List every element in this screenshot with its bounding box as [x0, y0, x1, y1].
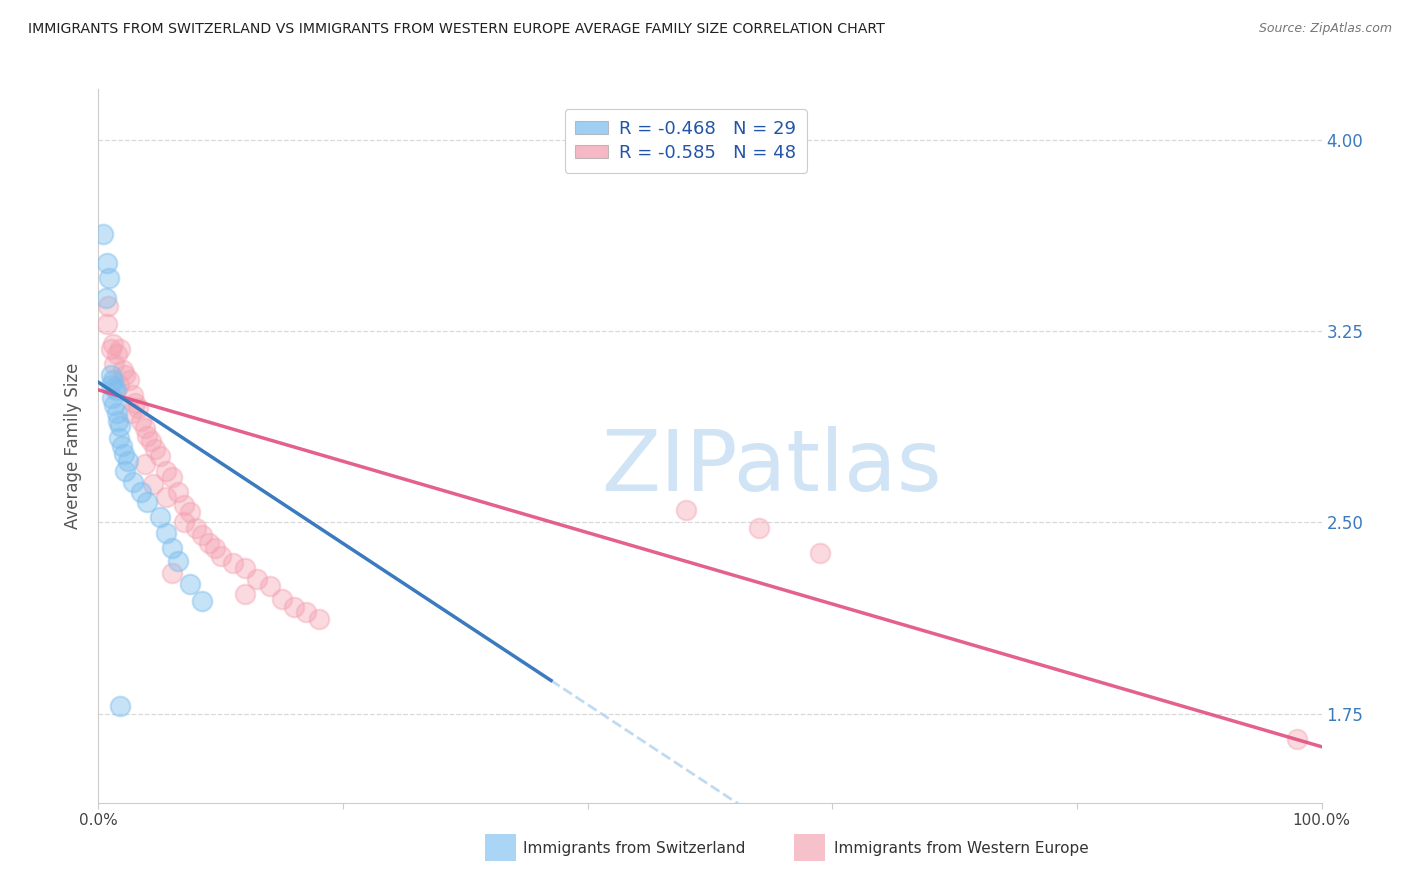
Point: [129, 413, 152, 427]
Point: [179, 505, 201, 519]
Point: [103, 380, 125, 394]
Point: [97, 299, 120, 313]
Point: [191, 594, 214, 608]
Point: [149, 510, 172, 524]
Point: [259, 579, 281, 593]
Point: [101, 337, 124, 351]
Point: [748, 520, 770, 534]
Point: [94, 291, 117, 305]
Point: [155, 465, 177, 479]
Point: [111, 439, 134, 453]
Point: [197, 536, 219, 550]
Point: [105, 406, 128, 420]
Point: [103, 358, 125, 372]
Point: [222, 556, 245, 570]
Point: [100, 342, 122, 356]
Point: [283, 599, 305, 614]
Point: [96, 255, 118, 269]
Point: [104, 383, 127, 397]
Y-axis label: Average Family Size: Average Family Size: [65, 363, 83, 529]
Point: [98, 270, 121, 285]
Point: [105, 347, 128, 361]
Text: Source: ZipAtlas.com: Source: ZipAtlas.com: [1258, 22, 1392, 36]
Point: [121, 475, 143, 489]
Text: IMMIGRANTS FROM SWITZERLAND VS IMMIGRANTS FROM WESTERN EUROPE AVERAGE FAMILY SIZ: IMMIGRANTS FROM SWITZERLAND VS IMMIGRANT…: [28, 22, 884, 37]
Point: [110, 418, 132, 433]
Point: [91, 227, 114, 242]
Point: [134, 421, 156, 435]
Point: [167, 554, 190, 568]
Point: [124, 395, 146, 409]
Point: [209, 549, 232, 563]
Point: [233, 587, 256, 601]
Point: [167, 484, 190, 499]
Point: [1286, 732, 1309, 747]
Point: [108, 377, 131, 392]
Point: [134, 457, 156, 471]
Point: [160, 469, 183, 483]
Point: [179, 576, 201, 591]
Point: [308, 612, 330, 626]
Text: Immigrants from Western Europe: Immigrants from Western Europe: [834, 841, 1088, 855]
Point: [107, 413, 129, 427]
Point: [155, 490, 177, 504]
Point: [233, 561, 256, 575]
Point: [110, 342, 132, 356]
Point: [295, 605, 318, 619]
Point: [186, 520, 208, 534]
Point: [96, 317, 118, 331]
Point: [101, 373, 124, 387]
Point: [160, 566, 183, 581]
Point: [111, 362, 134, 376]
Point: [173, 516, 195, 530]
Point: [127, 401, 149, 415]
Point: [136, 495, 159, 509]
Point: [118, 373, 141, 387]
Point: [103, 398, 125, 412]
Point: [173, 498, 195, 512]
Point: [100, 368, 122, 382]
Point: [110, 698, 132, 713]
Point: [129, 484, 152, 499]
Point: [100, 377, 122, 392]
Point: [117, 454, 139, 468]
Point: [112, 447, 135, 461]
Text: ZIPatlas: ZIPatlas: [600, 425, 942, 509]
Point: [808, 546, 831, 560]
Point: [155, 525, 177, 540]
Text: Immigrants from Switzerland: Immigrants from Switzerland: [523, 841, 745, 855]
Point: [675, 502, 697, 516]
Point: [160, 541, 183, 555]
Point: [246, 572, 269, 586]
Point: [114, 465, 136, 479]
Point: [143, 442, 166, 456]
Point: [120, 406, 142, 420]
Legend: R = -0.468   N = 29, R = -0.585   N = 48: R = -0.468 N = 29, R = -0.585 N = 48: [565, 109, 807, 173]
Point: [114, 368, 136, 382]
Point: [108, 431, 131, 445]
Point: [142, 477, 165, 491]
Point: [270, 591, 294, 606]
Point: [136, 429, 159, 443]
Point: [121, 388, 143, 402]
Point: [139, 434, 162, 448]
Point: [204, 541, 226, 555]
Point: [149, 449, 172, 463]
Point: [191, 528, 214, 542]
Point: [101, 391, 124, 405]
